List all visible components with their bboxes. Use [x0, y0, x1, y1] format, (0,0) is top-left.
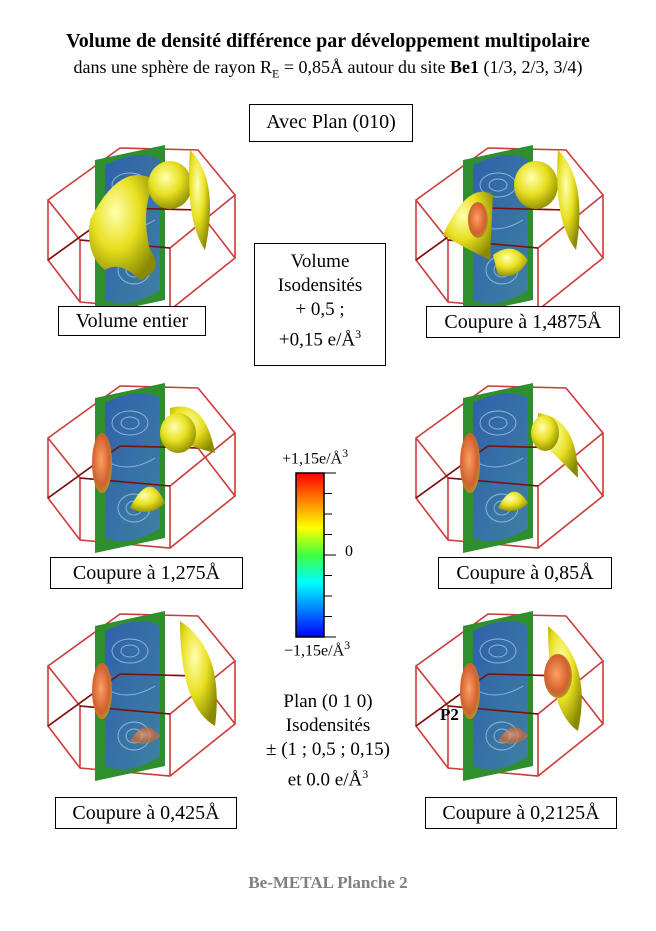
colorbar	[295, 472, 336, 638]
panel-coupure-0-425	[30, 606, 240, 781]
yellow-lobe-right	[180, 621, 217, 726]
page-title: Volume de densité différence par dévelop…	[66, 30, 590, 52]
plane-isodensity-info: Plan (0 1 0) Isodensités ± (1 ; 0,5 ; 0,…	[243, 690, 413, 792]
plane-info-line3: ± (1 ; 0,5 ; 0,15)	[266, 739, 390, 760]
subtitle-text: dans une sphère de rayon R	[73, 57, 272, 77]
panel-coupure-0-2125	[398, 606, 608, 781]
p2-label: P2	[440, 705, 459, 724]
plane-info-unit: et 0.0 e/Å	[287, 769, 363, 791]
subtitle-text-mid: = 0,85Å autour du site	[279, 57, 450, 77]
yellow-lobe-top	[148, 161, 192, 209]
panel-coupure-1-4875	[398, 140, 608, 315]
yellow-lobe-bottom	[130, 486, 165, 512]
yellow-isosurface-left	[89, 175, 156, 280]
orange-cut-face	[460, 433, 480, 493]
subtitle-coordinates: (1/3, 2/3, 3/4)	[478, 57, 583, 77]
panel-coupure-0-85	[398, 378, 608, 553]
panel-volume-entier	[30, 140, 240, 315]
volume-info-line1: Volume	[290, 251, 350, 272]
volume-info-line2: Isodensités	[277, 275, 363, 296]
yellow-lobe-right	[557, 150, 580, 250]
plane-info-line2: Isodensités	[285, 715, 371, 736]
caption-coupure-1-275: Coupure à 1,275Å	[50, 557, 243, 589]
orange-cut-face	[460, 663, 480, 719]
orange-lobe-bottom	[498, 727, 528, 744]
caption-coupure-1-4875: Coupure à 1,4875Å	[426, 306, 620, 338]
plane-info-line4: et 0.0 e/Å3	[243, 762, 413, 792]
yellow-lobe-top	[160, 413, 196, 453]
subtitle-subscript: E	[271, 66, 280, 81]
caption-coupure-0-425: Coupure à 0,425Å	[55, 797, 237, 829]
volume-info-line4: +0,15 e/Å3	[255, 322, 385, 352]
volume-info-unit-sup: 3	[355, 327, 362, 341]
orange-lobe-bottom	[130, 727, 160, 744]
page-subtitle: dans une sphère de rayon RE = 0,85Å auto…	[0, 57, 656, 82]
volume-info-line3: + 0,5 ;	[295, 299, 345, 320]
orange-cut-face	[92, 433, 112, 493]
plane-info-unit-sup: 3	[362, 767, 369, 781]
yellow-lobe-bottom	[498, 491, 528, 512]
orange-cut-face	[468, 202, 488, 238]
yellow-lobe-right	[189, 150, 210, 250]
orange-cut-face-right	[544, 654, 572, 698]
colorbar-bottom-label: −1,15e/Å3	[284, 638, 351, 660]
volume-info-unit: +0,15 e/Å	[278, 329, 356, 351]
panel-coupure-1-275	[30, 378, 240, 553]
colorbar-mid-label: 0	[345, 543, 353, 560]
yellow-lobe-top	[514, 161, 558, 209]
subtitle-site: Be1	[449, 57, 479, 77]
caption-coupure-0-2125: Coupure à 0,2125Å	[425, 797, 617, 829]
caption-volume-entier: Volume entier	[58, 306, 206, 336]
colorbar-gradient	[295, 472, 325, 638]
volume-isodensity-box: Volume Isodensités + 0,5 ; +0,15 e/Å3	[254, 243, 386, 366]
yellow-lobe-top	[531, 415, 559, 451]
plane-info-line1: Plan (0 1 0)	[283, 691, 373, 712]
orange-cut-face	[92, 663, 112, 719]
caption-coupure-0-85: Coupure à 0,85Å	[438, 557, 612, 589]
colorbar-top-label: +1,15e/Å3	[282, 446, 349, 468]
plane-title-box: Avec Plan (010)	[249, 104, 413, 142]
footer-label: Be-METAL Planche 2	[248, 873, 408, 892]
yellow-lobe-bottom	[493, 248, 528, 276]
